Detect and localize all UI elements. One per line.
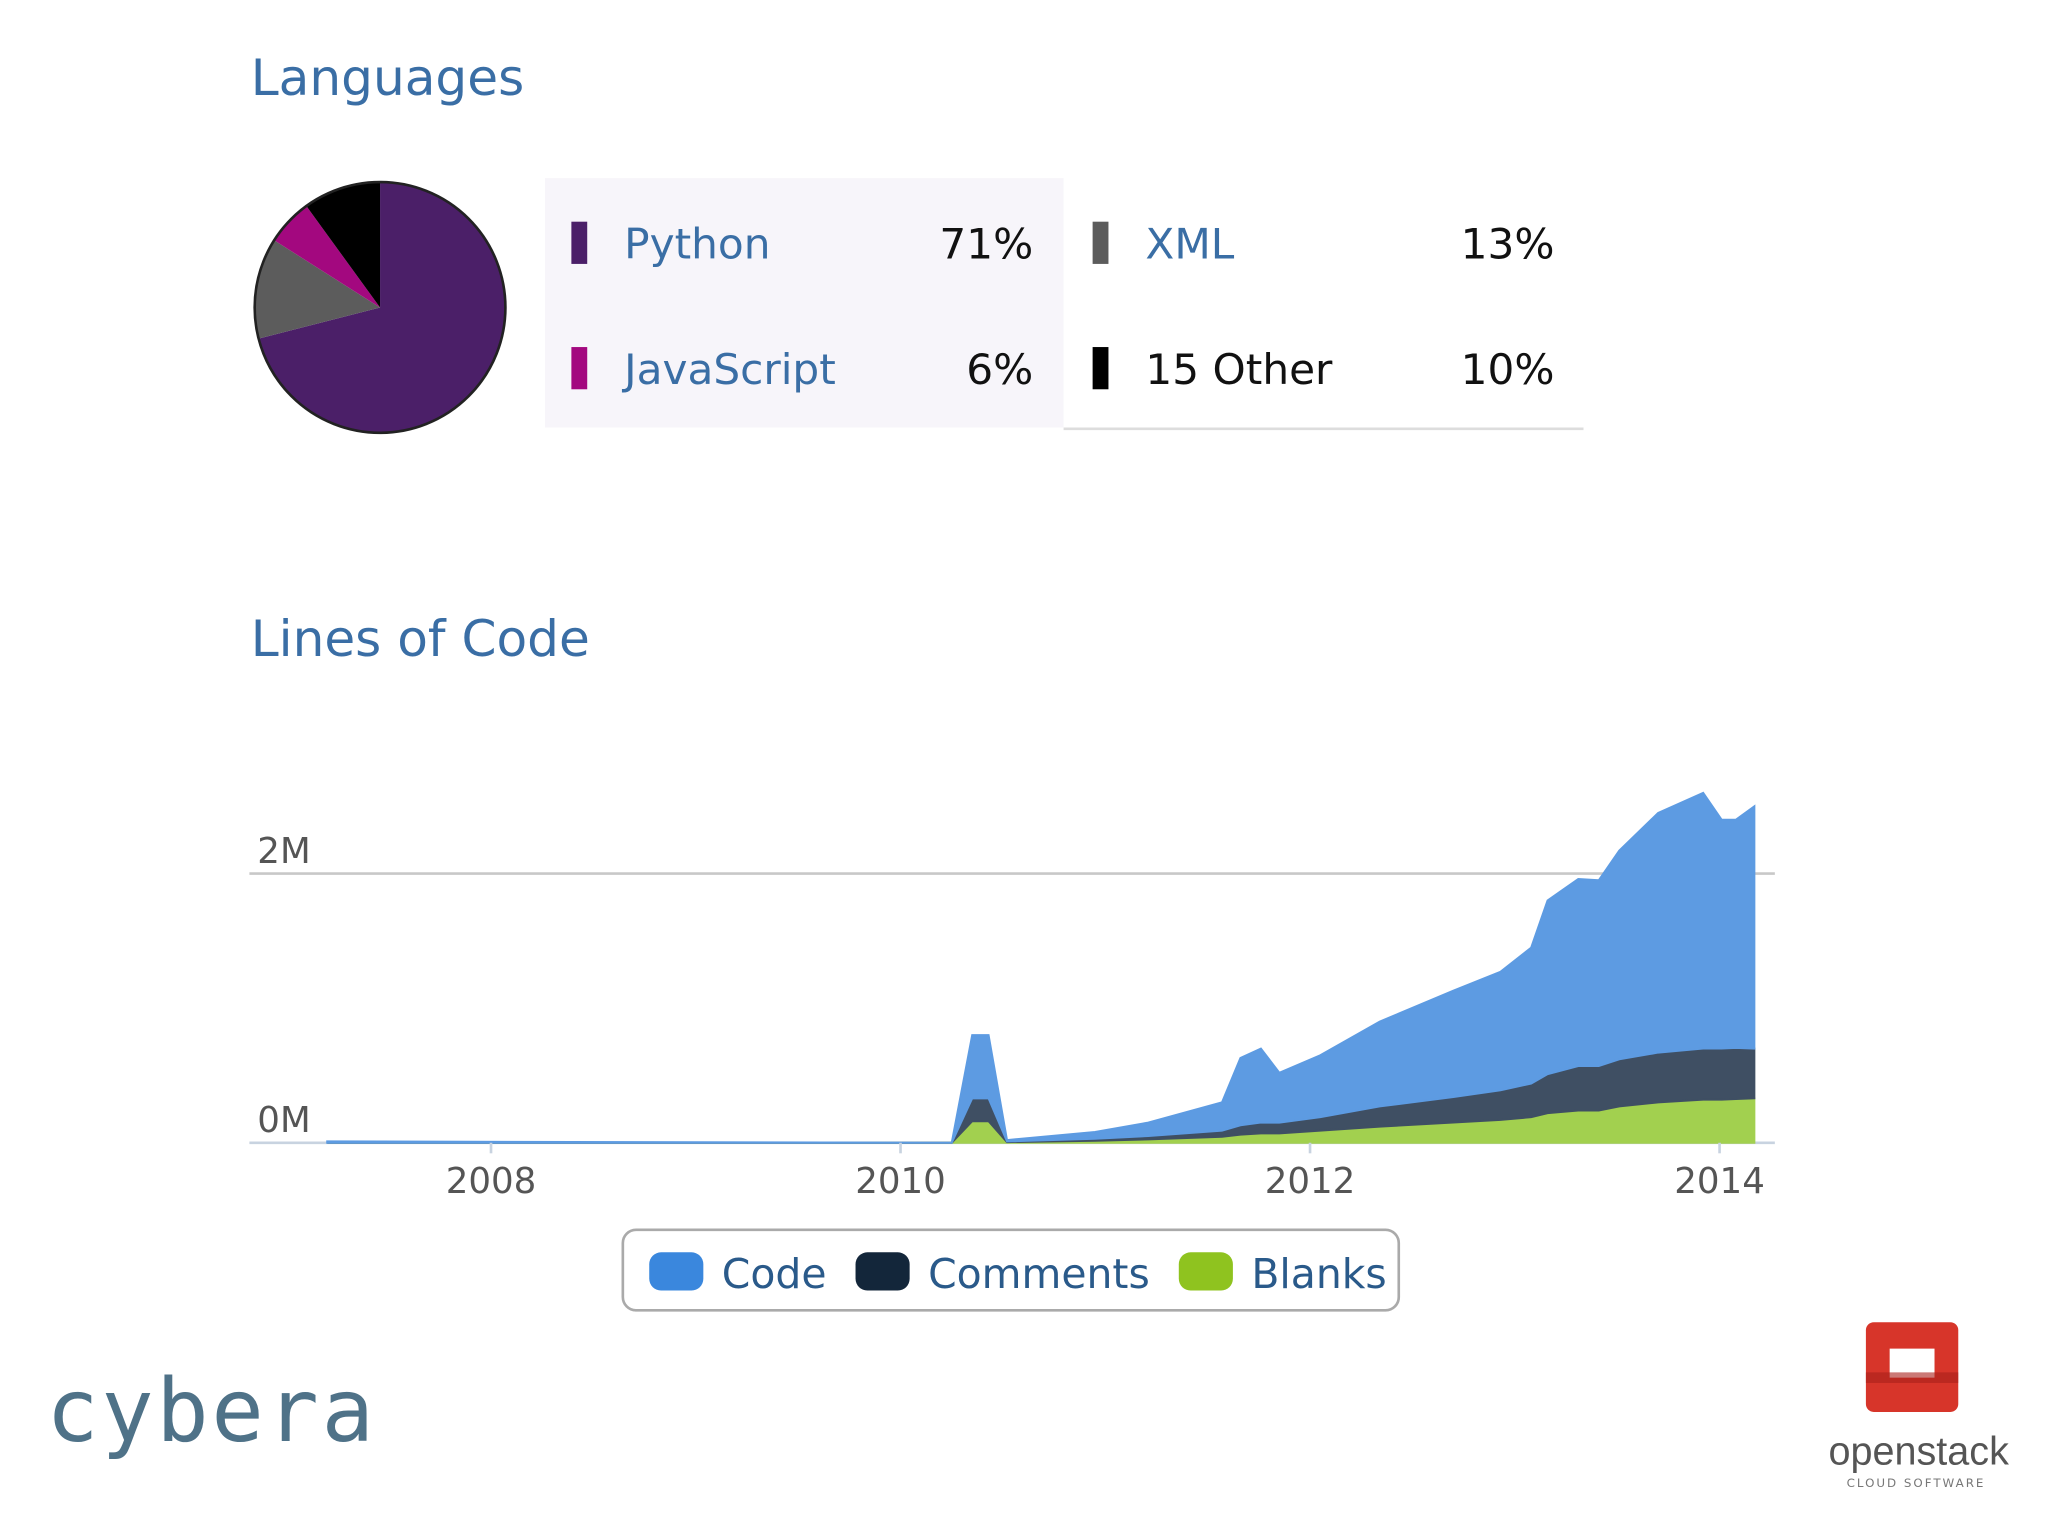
legend-value: 71% xyxy=(939,220,1033,269)
legend-label: Python xyxy=(624,220,770,269)
legend-value: 6% xyxy=(966,345,1033,394)
legend-swatch xyxy=(1178,1252,1233,1291)
x-tick-label: 2014 xyxy=(1674,1161,1765,1202)
x-tick-label: 2008 xyxy=(446,1161,537,1202)
y-tick-label: 2M xyxy=(257,831,310,872)
legend-label: JavaScript xyxy=(621,345,836,394)
logo-subtext: CLOUD SOFTWARE xyxy=(1847,1476,1986,1490)
logo-text: openstack xyxy=(1828,1430,2009,1474)
legend-swatch xyxy=(1092,347,1109,390)
legend-label: 15 Other xyxy=(1145,345,1333,394)
legend-swatch xyxy=(571,347,588,390)
x-tick-label: 2012 xyxy=(1265,1161,1356,1202)
openstack-icon xyxy=(1865,1322,1959,1412)
legend-swatch xyxy=(571,221,588,264)
legend-label: Blanks xyxy=(1251,1250,1386,1298)
legend-swatch xyxy=(649,1252,704,1291)
pie-slice xyxy=(254,240,381,339)
pie-legend: Python 71% XML 13% JavaScript 6% 15 Other 10% xyxy=(571,220,1554,394)
legend-swatch xyxy=(1092,221,1109,264)
y-tick-label: 0M xyxy=(257,1100,310,1141)
x-tick-label: 2010 xyxy=(855,1161,946,1202)
pie-outline xyxy=(253,180,507,435)
legend-label: Code xyxy=(722,1250,827,1298)
logo-text: cybera xyxy=(46,1360,376,1462)
legend-label: XML xyxy=(1145,220,1234,269)
pie xyxy=(253,180,507,435)
legend-swatch xyxy=(855,1252,910,1291)
pie-slice xyxy=(306,182,381,308)
area-chart: 0M 2M 2008 2010 2012 2014 Code Comments Blanks xyxy=(249,791,1775,1312)
legend-label: Comments xyxy=(928,1250,1150,1298)
legend-panel xyxy=(544,178,1064,428)
chart-title: Lines of Code xyxy=(251,609,590,668)
area-series xyxy=(326,791,1756,1144)
pie-slice xyxy=(274,206,381,308)
legend-value: 13% xyxy=(1461,220,1555,269)
chart-title: Languages xyxy=(251,48,525,107)
pie-slice xyxy=(258,182,506,433)
legend-value: 10% xyxy=(1461,345,1555,394)
